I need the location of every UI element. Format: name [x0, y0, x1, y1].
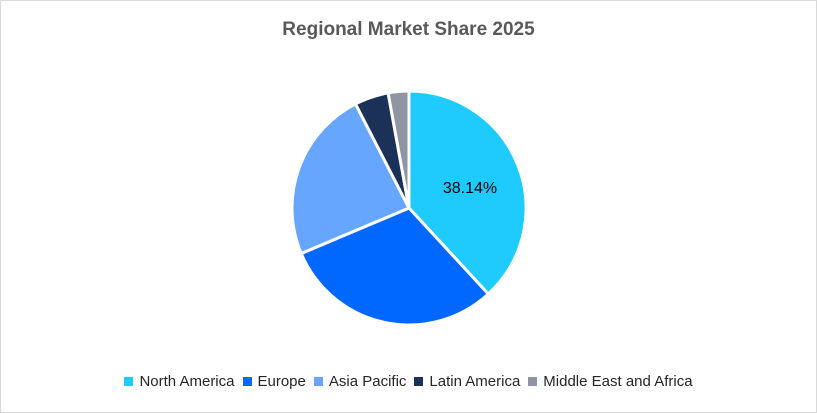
legend-label: Middle East and Africa — [543, 373, 693, 390]
legend-label: Europe — [257, 373, 306, 390]
chart-title: Regional Market Share 2025 — [282, 19, 535, 40]
legend-swatch-icon — [242, 377, 252, 386]
legend-item-europe[interactable]: Europe — [242, 373, 306, 390]
legend-item-asia-pacific[interactable]: Asia Pacific — [313, 373, 407, 390]
legend-swatch-icon — [528, 377, 538, 386]
pie-slice-europe[interactable] — [299, 206, 490, 327]
legend-label: Latin America — [429, 373, 521, 390]
pie-slice-north-america[interactable] — [407, 89, 528, 296]
pie-slice-middle-east-and-africa[interactable] — [386, 89, 411, 210]
legend-label: North America — [139, 373, 235, 390]
data-label-north-america: 38.14% — [443, 180, 497, 197]
legend-swatch-icon — [124, 377, 134, 386]
chart-legend: North America Europe Asia Pacific Latin … — [1, 373, 816, 390]
legend-item-latin-america[interactable]: Latin America — [414, 373, 520, 390]
legend-swatch-icon — [414, 377, 424, 386]
pie-slices — [290, 89, 528, 327]
legend-item-north-america[interactable]: North America — [124, 373, 235, 390]
legend-swatch-icon — [313, 377, 323, 386]
pie-slice-asia-pacific[interactable] — [290, 102, 411, 256]
legend-label: Asia Pacific — [328, 373, 407, 390]
pie-chart: 38.14% — [290, 89, 528, 327]
legend-item-middle-east-africa[interactable]: Middle East and Africa — [528, 373, 693, 390]
